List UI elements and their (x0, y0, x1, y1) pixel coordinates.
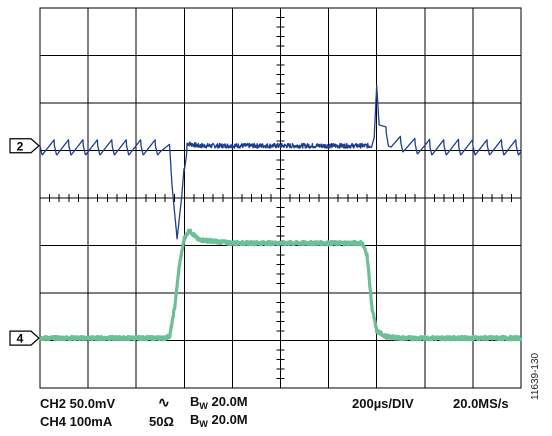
plot-frame (39, 7, 522, 389)
ch4-bw-b: B (190, 412, 200, 427)
channel-marker-label: 2 (17, 139, 24, 153)
ch2-bw-b: B (190, 394, 200, 409)
channel-marker-box (9, 138, 40, 154)
ch2-trace (39, 84, 522, 240)
sample-rate-label: 20.0MS/s (453, 396, 509, 411)
ch4-impedance-label: 50Ω (149, 414, 174, 429)
ch2-coupling-symbol: ∿ (158, 394, 170, 410)
channel-marker-2: 2 (9, 138, 40, 154)
ch4-bw-value: 20.0M (207, 412, 248, 427)
ch2-bw-value: 20.0M (207, 394, 248, 409)
ch2-bw-sub: W (199, 401, 208, 411)
ch4-bw-sub: W (199, 419, 208, 429)
ch4-trace (38, 228, 523, 342)
figure-id: 11639-130 (530, 352, 541, 400)
channel-marker-box (9, 330, 40, 346)
ch2-scale-label: CH2 50.0mV (40, 396, 116, 411)
ch4-scale-label: CH4 100mA (40, 414, 113, 429)
timebase-label: 200µs/DIV (352, 396, 414, 411)
channel-marker-label: 4 (17, 332, 24, 346)
ch2-bandwidth-label: BW 20.0M (190, 394, 248, 411)
channel-marker-4: 4 (9, 330, 40, 346)
ch4-bandwidth-label: BW 20.0M (190, 412, 248, 429)
